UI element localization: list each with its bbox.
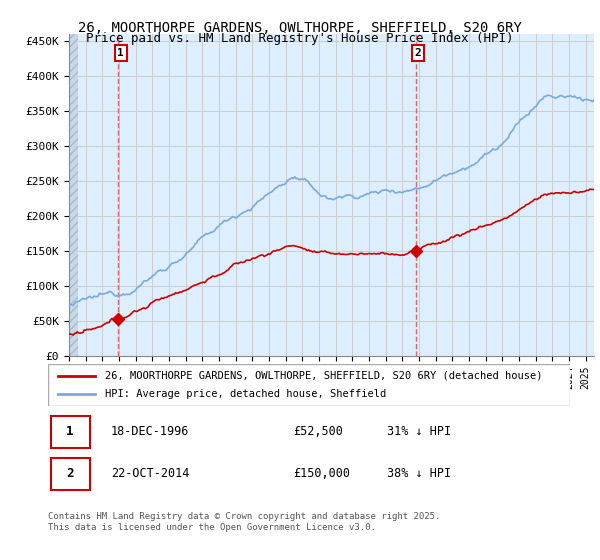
Bar (69, 34, 78, 356)
Text: 18-DEC-1996: 18-DEC-1996 (110, 425, 189, 438)
Text: Price paid vs. HM Land Registry's House Price Index (HPI): Price paid vs. HM Land Registry's House … (86, 32, 514, 45)
Text: 1: 1 (66, 425, 74, 438)
Text: 26, MOORTHORPE GARDENS, OWLTHORPE, SHEFFIELD, S20 6RY (detached house): 26, MOORTHORPE GARDENS, OWLTHORPE, SHEFF… (106, 371, 543, 381)
Bar (50, 416, 90, 448)
Text: 1: 1 (118, 48, 124, 58)
Text: 26, MOORTHORPE GARDENS, OWLTHORPE, SHEFFIELD, S20 6RY: 26, MOORTHORPE GARDENS, OWLTHORPE, SHEFF… (78, 21, 522, 35)
Text: £150,000: £150,000 (293, 467, 350, 480)
Text: HPI: Average price, detached house, Sheffield: HPI: Average price, detached house, Shef… (106, 389, 386, 399)
Text: 2: 2 (415, 48, 421, 58)
Text: 31% ↓ HPI: 31% ↓ HPI (388, 425, 451, 438)
Text: 22-OCT-2014: 22-OCT-2014 (110, 467, 189, 480)
Text: 38% ↓ HPI: 38% ↓ HPI (388, 467, 451, 480)
Text: £52,500: £52,500 (293, 425, 343, 438)
Bar (50, 458, 90, 490)
Text: 2: 2 (66, 467, 74, 480)
Text: Contains HM Land Registry data © Crown copyright and database right 2025.
This d: Contains HM Land Registry data © Crown c… (48, 512, 440, 532)
